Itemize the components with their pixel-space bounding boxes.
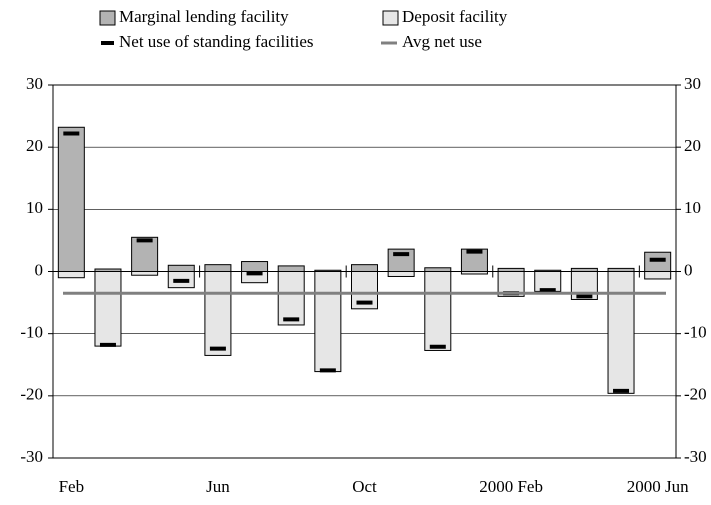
legend-swatch	[99, 10, 116, 26]
y2-tick-label: -10	[684, 323, 707, 342]
legend-swatch	[382, 10, 399, 26]
bar	[607, 271, 635, 394]
y2-tick-label: 20	[684, 136, 701, 155]
y2-tick-label: -20	[684, 385, 707, 404]
bar	[57, 271, 85, 279]
y-tick-label: 30	[26, 74, 43, 93]
bar	[204, 264, 232, 272]
bar	[314, 271, 342, 373]
bar	[644, 251, 672, 272]
bar	[131, 236, 159, 272]
bar	[204, 271, 232, 356]
bar	[277, 271, 305, 326]
y-tick-label: 20	[26, 136, 43, 155]
bar	[460, 271, 488, 275]
y2-tick-label: -30	[684, 447, 707, 466]
x-tick-label: Oct	[352, 477, 377, 496]
legend-label: Deposit facility	[402, 7, 508, 26]
y2-tick-label: 0	[684, 260, 693, 279]
bar	[167, 264, 195, 272]
x-tick-label: 2000 Jun	[627, 477, 689, 496]
legend-label: Marginal lending facility	[119, 7, 289, 26]
bar	[424, 271, 452, 351]
y-tick-label: -10	[20, 323, 43, 342]
y2-tick-label: 10	[684, 198, 701, 217]
x-tick-label: Feb	[59, 477, 85, 496]
bar	[131, 271, 159, 276]
bar	[424, 267, 452, 272]
x-tick-label: 2000 Feb	[479, 477, 543, 496]
bar	[644, 271, 672, 280]
y-tick-label: 10	[26, 198, 43, 217]
plot-border	[52, 84, 677, 459]
y-tick-label: -30	[20, 447, 43, 466]
x-tick-label: Jun	[206, 477, 230, 496]
y2-tick-label: 30	[684, 74, 701, 93]
legend-label: Net use of standing facilities	[119, 32, 314, 51]
bar	[57, 126, 85, 272]
y-tick-label: 0	[35, 260, 44, 279]
bar	[241, 261, 269, 273]
bar	[351, 264, 378, 272]
bar	[387, 271, 415, 277]
bar	[94, 271, 122, 347]
legend-label: Avg net use	[402, 32, 482, 51]
y-tick-label: -20	[20, 385, 43, 404]
bar	[277, 265, 305, 272]
